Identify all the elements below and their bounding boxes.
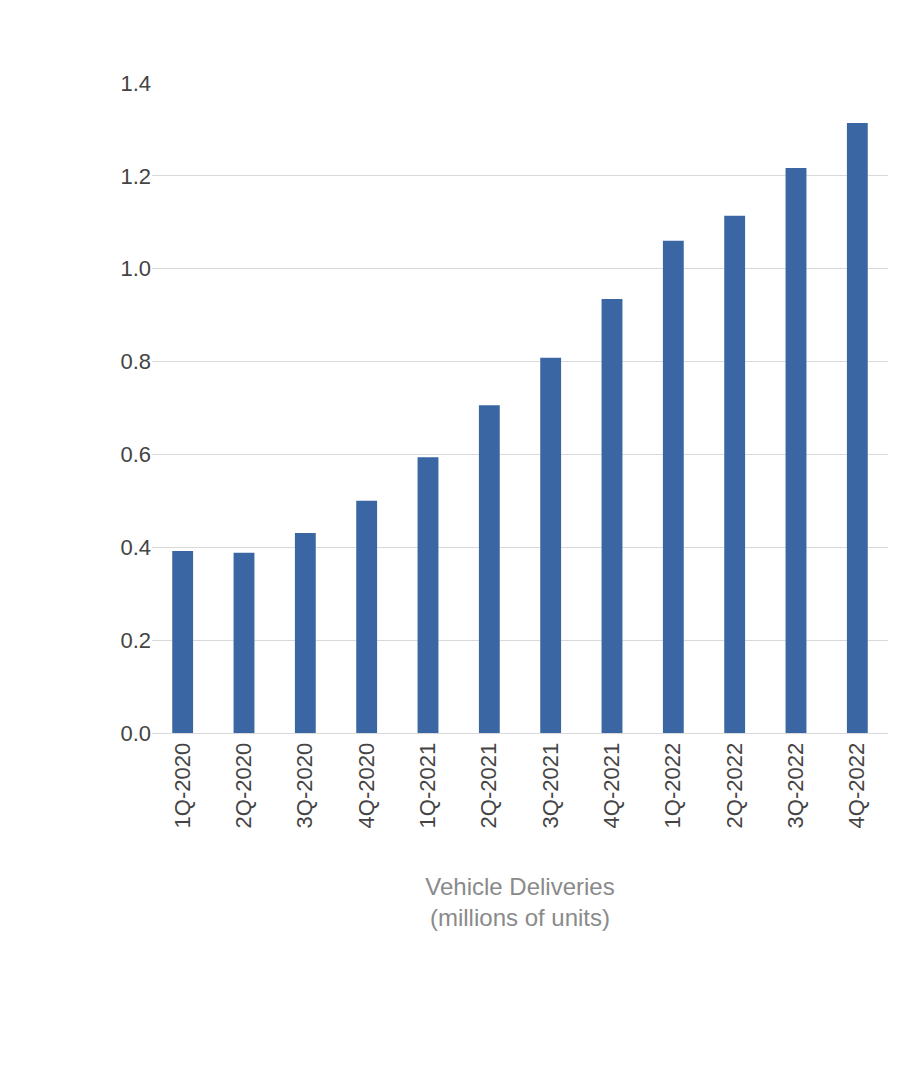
svg-text:1.4: 1.4	[120, 71, 151, 96]
svg-text:1Q-2021: 1Q-2021	[415, 743, 440, 829]
svg-text:1.0: 1.0	[120, 256, 151, 281]
svg-text:0.2: 0.2	[120, 628, 151, 653]
svg-text:0.4: 0.4	[120, 535, 151, 560]
svg-text:2Q-2022: 2Q-2022	[722, 743, 747, 829]
svg-text:4Q-2021: 4Q-2021	[599, 743, 624, 829]
svg-text:4Q-2022: 4Q-2022	[844, 743, 869, 829]
svg-text:2Q-2020: 2Q-2020	[231, 743, 256, 829]
svg-text:3Q-2021: 3Q-2021	[538, 743, 563, 829]
svg-text:1.2: 1.2	[120, 164, 151, 189]
svg-text:3Q-2020: 3Q-2020	[292, 743, 317, 829]
svg-text:3Q-2022: 3Q-2022	[783, 743, 808, 829]
svg-text:2Q-2021: 2Q-2021	[476, 743, 501, 829]
svg-text:4Q-2020: 4Q-2020	[354, 743, 379, 829]
svg-text:0.6: 0.6	[120, 442, 151, 467]
svg-text:1Q-2020: 1Q-2020	[170, 743, 195, 829]
svg-text:1Q-2022: 1Q-2022	[660, 743, 685, 829]
svg-text:Vehicle Deliveries(millions of: Vehicle Deliveries(millions of units)	[425, 873, 614, 931]
svg-text:0.0: 0.0	[120, 721, 151, 746]
svg-text:0.8: 0.8	[120, 349, 151, 374]
